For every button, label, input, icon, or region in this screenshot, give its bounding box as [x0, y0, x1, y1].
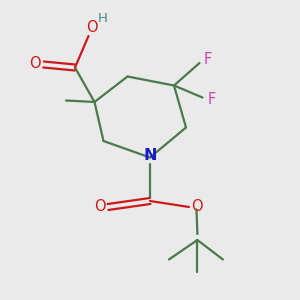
Text: N: N [143, 148, 157, 164]
Text: F: F [207, 92, 216, 107]
Text: O: O [29, 56, 41, 71]
Text: O: O [192, 199, 203, 214]
Text: F: F [204, 52, 212, 67]
Text: O: O [86, 20, 97, 35]
Text: O: O [94, 199, 105, 214]
Text: H: H [98, 12, 108, 25]
